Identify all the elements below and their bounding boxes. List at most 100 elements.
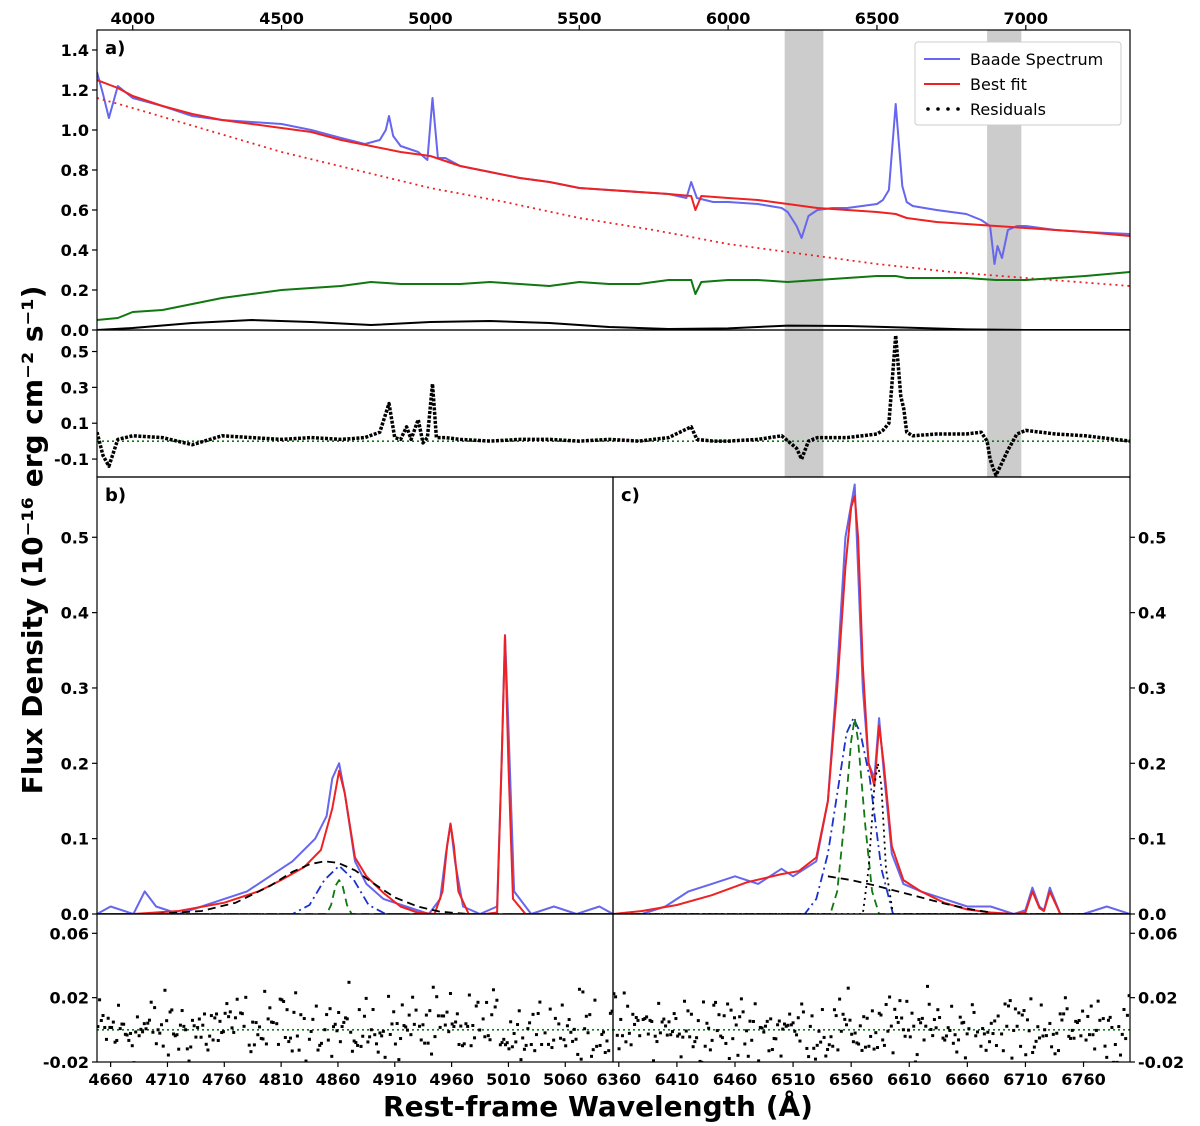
x-axis-label: Rest-frame Wavelength (Å): [383, 1089, 813, 1123]
residual-point: [576, 1052, 580, 1056]
x-tick-label-c: 6710: [1003, 1070, 1048, 1089]
residual-point: [495, 998, 499, 1002]
residual-point: [679, 1055, 683, 1059]
series-line-a-0: [97, 71, 1130, 265]
residual-point: [455, 1012, 459, 1016]
residual-point: [431, 985, 435, 989]
residual-point: [211, 1038, 215, 1042]
residual-point: [781, 1027, 785, 1031]
residual-point: [514, 1040, 518, 1044]
residual-point: [550, 1046, 554, 1050]
residual-point: [560, 1003, 564, 1007]
residual-point: [772, 1036, 776, 1040]
residual-point: [282, 999, 286, 1003]
residual-point: [1060, 1018, 1064, 1022]
residual-point: [962, 1020, 966, 1024]
residual-point: [629, 1043, 633, 1047]
residual-point: [1055, 1031, 1059, 1035]
residual-point: [620, 1034, 624, 1038]
residual-point: [1063, 996, 1067, 1000]
residual-point: [981, 1027, 985, 1031]
residual-point: [1081, 1009, 1085, 1013]
residual-point: [1072, 1036, 1076, 1040]
residual-point: [442, 1014, 446, 1018]
residual-point: [509, 1020, 513, 1024]
residual-point: [955, 1050, 959, 1054]
residual-point: [467, 993, 471, 997]
residual-point: [280, 998, 284, 1002]
residual-point: [1096, 999, 1100, 1003]
residual-point: [805, 1046, 809, 1050]
panel-label-c: c): [621, 485, 640, 506]
residual-point: [559, 1036, 563, 1040]
residual-point: [810, 1014, 814, 1018]
residual-point: [579, 1057, 583, 1061]
residual-point: [693, 1040, 697, 1044]
residual-point: [531, 1012, 535, 1016]
residual-point: [727, 1056, 731, 1060]
residual-point: [708, 1048, 712, 1052]
residual-point: [934, 1026, 938, 1030]
residual-point: [600, 1032, 604, 1036]
residual-point: [1127, 994, 1130, 998]
residual-point: [824, 1054, 828, 1058]
residual-point: [402, 1024, 406, 1028]
residual-point: [819, 1040, 823, 1044]
residual-point: [750, 1038, 754, 1042]
residual-point: [182, 1024, 186, 1028]
residual-point: [1024, 1053, 1028, 1057]
residual-point: [548, 1007, 552, 1011]
residual-point: [998, 1066, 1001, 1069]
residual-point: [295, 1034, 299, 1038]
residual-point: [974, 1034, 978, 1038]
residual-point: [608, 1011, 612, 1015]
residual-point: [433, 1035, 437, 1039]
residual-point: [203, 1012, 206, 1016]
residual-point: [605, 1039, 609, 1043]
x-tick-label-b: 4910: [373, 1070, 418, 1089]
series-line-c-5: [613, 762, 1130, 914]
series-line-c-3: [613, 717, 1130, 914]
residual-point: [318, 1043, 322, 1047]
residual-point: [97, 1025, 100, 1029]
residual-point: [206, 1048, 210, 1052]
residual-point: [970, 1003, 974, 1007]
residual-point: [414, 1008, 418, 1012]
residual-point: [664, 1024, 668, 1028]
residual-point: [1039, 1003, 1043, 1007]
y-tick-label-c: 0.3: [1138, 679, 1166, 698]
residual-point: [340, 1025, 344, 1029]
residual-point: [345, 1017, 349, 1021]
residual-point: [832, 1008, 836, 1012]
residual-point: [516, 1023, 520, 1027]
residual-point: [691, 1045, 695, 1049]
residual-point: [996, 1014, 1000, 1018]
residual-point: [624, 1040, 628, 1044]
y-tick-label-b: 0.3: [61, 679, 89, 698]
residual-point: [667, 1020, 671, 1024]
residual-point: [333, 1022, 337, 1026]
residual-point: [430, 1052, 434, 1056]
residual-point: [767, 1049, 771, 1053]
residual-point: [967, 1027, 971, 1031]
residual-point: [201, 1023, 205, 1027]
residual-point: [822, 1035, 826, 1039]
residual-point: [626, 1004, 630, 1008]
y-tick-label-b: 0.2: [61, 754, 89, 773]
residual-point: [435, 995, 439, 999]
shaded-band-a-0: [784, 30, 824, 330]
residual-point: [488, 1038, 492, 1042]
residual-point: [172, 1032, 176, 1036]
legend-marker: [926, 107, 930, 111]
series-line-b-3: [97, 864, 613, 914]
series-line-a-4: [97, 319, 1130, 330]
x-tick-label-a: 7000: [1004, 9, 1049, 28]
residual-point: [342, 1020, 346, 1024]
residual-point: [591, 1048, 595, 1052]
residual-point: [223, 1011, 227, 1015]
y-tick-label-c: 0.4: [1138, 604, 1166, 623]
residual-point: [454, 1020, 458, 1024]
residual-point: [734, 1023, 738, 1027]
residual-point: [416, 1063, 419, 1066]
residual-point: [838, 997, 842, 1001]
